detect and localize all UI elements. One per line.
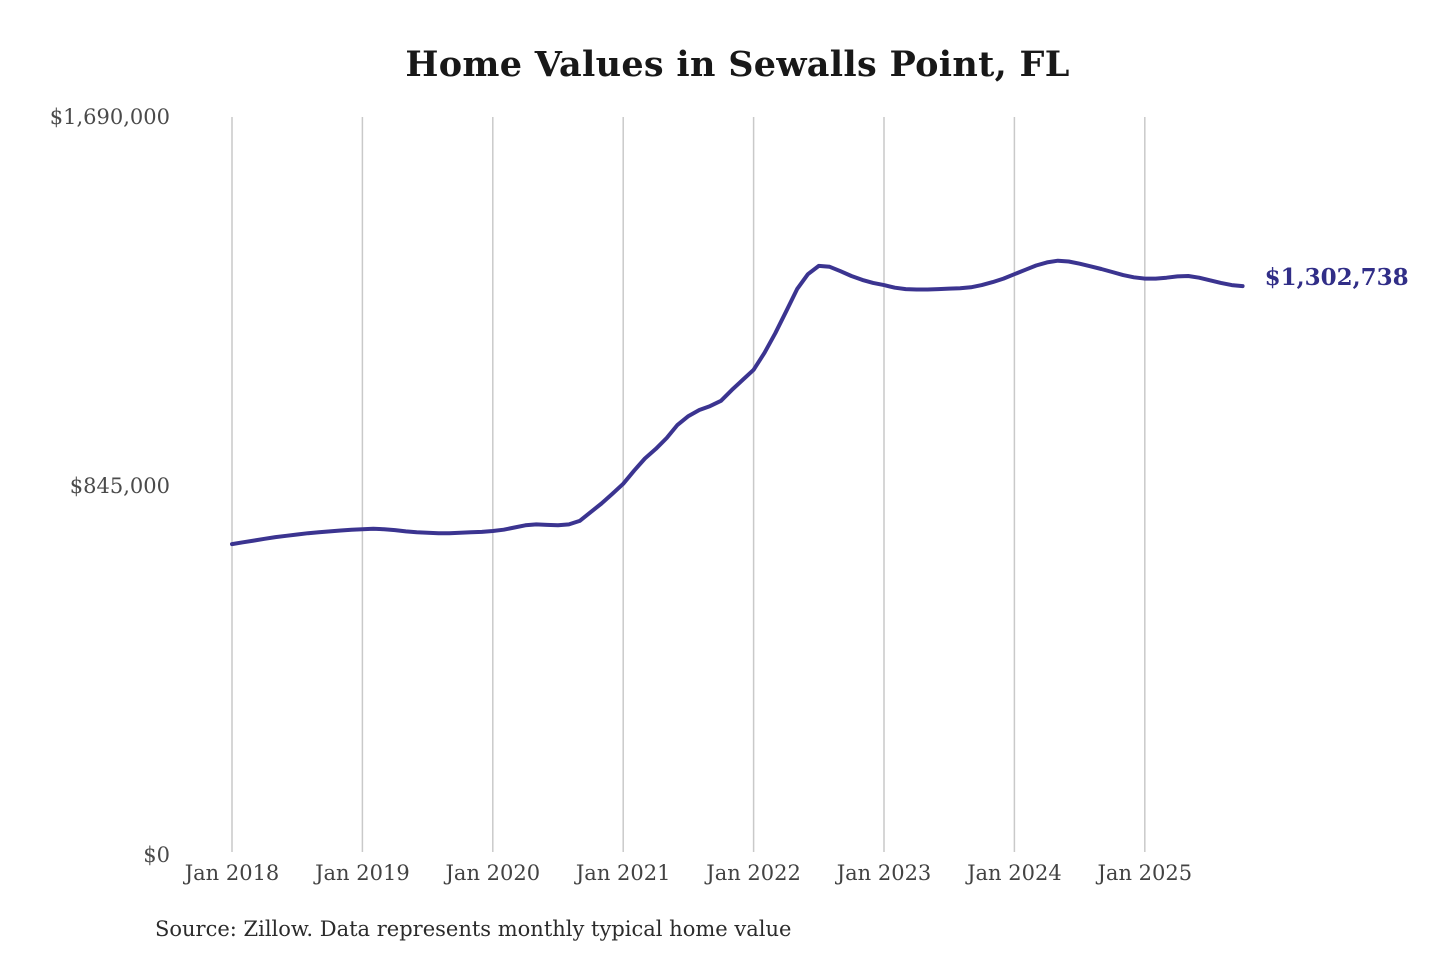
last-value-label: $1,302,738: [1264, 264, 1409, 292]
x-axis-tick-label: Jan 2018: [184, 861, 280, 885]
y-axis-tick-label: $0: [143, 843, 170, 867]
x-axis-tick-label: Jan 2024: [967, 861, 1062, 885]
home-value-line-series: [230, 258, 1245, 547]
chart-title: Home Values in Sewalls Point, FL: [405, 44, 1070, 85]
x-axis-tick-label: Jan 2021: [575, 861, 671, 885]
y-axis-tick-label: $1,690,000: [49, 105, 170, 129]
y-axis-tick-label: $845,000: [69, 474, 170, 498]
x-axis-tick-label: Jan 2023: [836, 861, 932, 885]
x-axis-tick-label: Jan 2020: [445, 861, 541, 885]
x-axis-tick-label: Jan 2025: [1097, 861, 1193, 885]
x-axis-tick-label: Jan 2022: [706, 861, 801, 885]
x-axis-tick-label: Jan 2019: [315, 861, 410, 885]
source-note: Source: Zillow. Data represents monthly …: [155, 917, 792, 941]
